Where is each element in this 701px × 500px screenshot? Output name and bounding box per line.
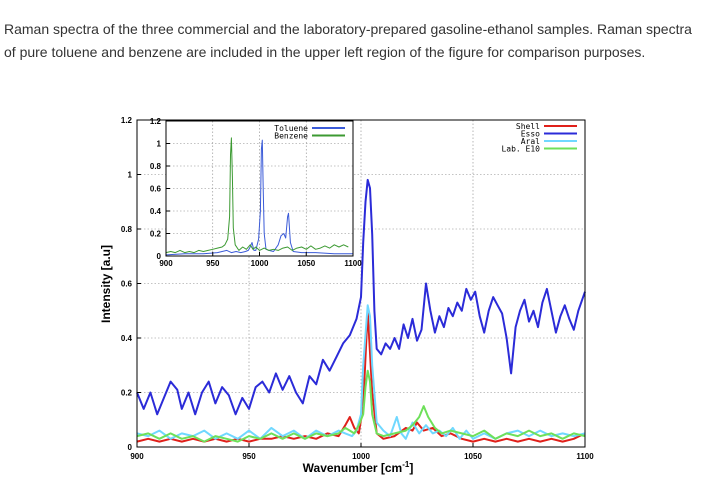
main-legend-label-aral: Aral — [521, 137, 540, 146]
inset-y-tick-label: 0.2 — [150, 230, 162, 239]
inset-series-benzene — [165, 137, 349, 254]
main-y-tick-label: 0 — [128, 443, 133, 452]
main-x-tick-label: 1050 — [464, 452, 482, 461]
inset-series-toluene — [165, 139, 353, 256]
main-series-aral — [136, 304, 586, 440]
inset-y-tick-label: 0.4 — [150, 207, 162, 216]
main-x-tick-label: 1000 — [352, 452, 370, 461]
main-x-tick-label: 900 — [130, 452, 144, 461]
inset-ticks: 900 950 1000 1050 1100 0 0.2 0.4 0.6 0.8 1 1.2 — [150, 117, 362, 268]
inset-y-tick-label: 1 — [157, 140, 162, 149]
inset-grid — [166, 121, 353, 256]
main-legend-label-shell: Shell — [516, 122, 540, 131]
x-axis-label: Wavenumber [cm-1] — [303, 460, 414, 475]
main-plot-lines — [136, 178, 586, 443]
main-series-lab-e10 — [136, 369, 586, 443]
main-y-tick-label: 1 — [128, 171, 133, 180]
main-y-tick-label: 0.4 — [121, 334, 133, 343]
main-y-tick-label: 0.2 — [121, 389, 133, 398]
inset-legend-label-toluene: Toluene — [274, 124, 308, 133]
main-x-tick-label: 1100 — [576, 452, 594, 461]
main-series-shell — [136, 309, 586, 443]
inset-y-tick-label: 0.6 — [150, 185, 162, 194]
inset-y-tick-label: 1.2 — [150, 117, 162, 126]
main-y-tick-label: 0.6 — [121, 280, 133, 289]
inset-y-tick-label: 0 — [157, 252, 162, 261]
inset-x-tick-label: 1050 — [297, 259, 315, 268]
inset-y-tick-label: 0.8 — [150, 162, 162, 171]
inset-x-tick-label: 900 — [159, 259, 173, 268]
main-y-tick-label: 0.8 — [121, 225, 133, 234]
inset-x-tick-label: 1100 — [344, 259, 362, 268]
x-axis-label-superscript: -1 — [402, 460, 410, 469]
inset-x-tick-label: 950 — [206, 259, 220, 268]
main-legend-label-esso: Esso — [521, 130, 540, 139]
inset-legend-label-benzene: Benzene — [274, 132, 308, 141]
inset-plot-lines — [165, 137, 353, 256]
figure-caption: Raman spectra of the three commercial an… — [4, 21, 692, 60]
y-axis-label: Intensity [a.u] — [99, 245, 113, 323]
main-x-tick-label: 950 — [242, 452, 256, 461]
main-series-esso — [136, 178, 586, 416]
main-legend-label-lab-e10: Lab. E10 — [501, 145, 540, 154]
inset-x-tick-label: 1000 — [251, 259, 269, 268]
main-y-tick-label: 1.2 — [121, 116, 133, 125]
